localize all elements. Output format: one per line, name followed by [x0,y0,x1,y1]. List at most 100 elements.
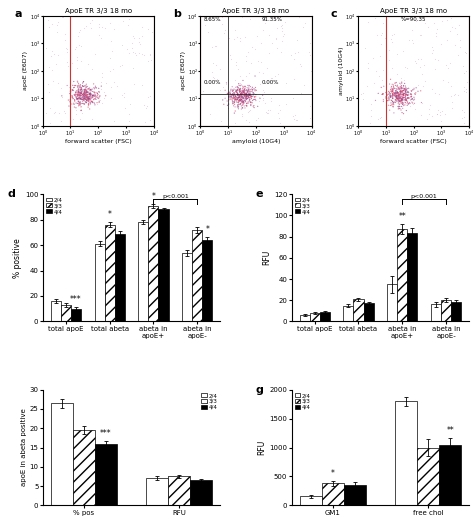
Bar [94,244,105,321]
Point [443,16,451,24]
Point [71,96,78,104]
Point [76,89,83,97]
Point [408,86,415,95]
Point [241,91,248,99]
Point [242,93,250,102]
Point [400,101,408,110]
Point [232,87,240,95]
Point [268,73,275,82]
Point [395,94,402,103]
Point [252,83,259,92]
Point [234,84,242,92]
Point [224,101,231,110]
Point [232,87,239,96]
Point [238,90,246,98]
Point [228,93,235,101]
Point [89,92,96,100]
Point [75,99,82,107]
Point [80,89,87,98]
Point [402,89,410,98]
Point [390,30,398,38]
Point [81,95,89,103]
Point [234,78,241,87]
Point [241,89,249,97]
Point [240,87,248,96]
Point [291,114,298,123]
Point [395,97,403,105]
Point [229,90,237,99]
Point [136,39,144,48]
Point [237,91,245,99]
Point [402,84,410,93]
Point [77,95,85,103]
Point [220,100,228,109]
Point [379,28,386,37]
Point [83,92,91,101]
Point [395,88,402,97]
Point [243,86,251,94]
Point [390,82,397,91]
Point [240,102,248,110]
Point [230,94,238,103]
Point [376,52,383,60]
Point [434,106,441,114]
Bar [51,301,61,321]
Point [209,68,216,76]
Point [110,25,118,34]
Point [240,99,247,107]
Point [395,85,402,93]
Point [78,89,85,97]
Point [76,94,83,102]
Point [416,63,424,71]
Point [410,99,418,107]
Point [80,96,87,104]
Text: p<0.001: p<0.001 [162,194,189,198]
Point [398,87,406,95]
Point [398,88,405,96]
Point [76,92,84,101]
Point [436,107,444,116]
Point [393,87,401,96]
Point [392,93,400,101]
Point [231,95,238,104]
Point [239,98,247,106]
Point [396,96,403,105]
Bar [61,305,71,321]
Point [81,90,88,99]
Point [388,92,396,100]
Point [243,92,250,101]
Point [233,32,241,41]
Point [391,89,399,97]
Point [259,96,267,104]
Bar [344,485,365,505]
Point [101,24,109,32]
Point [388,88,395,96]
Point [246,92,254,100]
Point [433,110,440,119]
Point [412,88,419,97]
Point [85,97,92,105]
Point [92,83,100,92]
Point [239,94,247,102]
Point [121,103,128,112]
Point [95,23,103,31]
Text: d: d [7,189,15,199]
Text: a: a [15,10,22,19]
Point [237,81,244,90]
Point [389,85,397,94]
Point [239,96,246,105]
Point [397,90,405,99]
Point [237,96,244,105]
Point [402,95,410,104]
Point [401,89,409,98]
Point [233,82,241,91]
Point [231,92,239,101]
Point [389,99,397,107]
Point [246,118,253,127]
Point [236,95,244,104]
Point [401,86,409,94]
Y-axis label: RFU: RFU [262,250,271,265]
Point [235,93,242,102]
Point [425,23,432,32]
Y-axis label: RFU: RFU [257,440,266,455]
